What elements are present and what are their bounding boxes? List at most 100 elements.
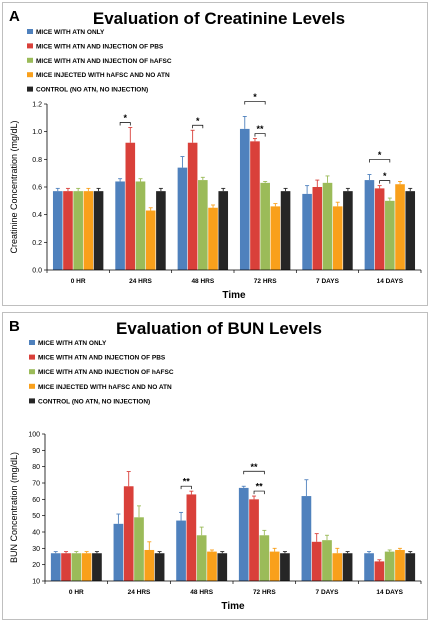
legend-swatch bbox=[29, 383, 35, 389]
y-tick-label: 0.8 bbox=[32, 157, 42, 164]
bar bbox=[311, 541, 322, 581]
bar bbox=[208, 207, 218, 270]
legend-entry: MICE WITH ATN AND INJECTION OF PBS bbox=[36, 43, 164, 50]
y-tick-label: 0.4 bbox=[32, 212, 42, 219]
y-tick-label: 0.2 bbox=[32, 240, 42, 247]
x-axis: 0 HR 24 HRS 48 HRS 72 HRS 7 DAYS 14 DAYS bbox=[46, 269, 422, 285]
bar bbox=[384, 551, 395, 581]
bar bbox=[83, 191, 94, 270]
x-tick-label: 72 HRS bbox=[253, 589, 276, 596]
bar bbox=[374, 188, 385, 270]
panel-label: A bbox=[9, 8, 20, 25]
significance-bracket bbox=[119, 122, 131, 126]
legend-swatch bbox=[27, 72, 33, 78]
x-axis-title: Time bbox=[221, 601, 245, 612]
bar bbox=[61, 553, 71, 581]
x-tick-label: 48 HRS bbox=[191, 278, 214, 285]
bar bbox=[332, 206, 343, 270]
bar bbox=[134, 517, 144, 581]
y-axis-title: Creatinine Concentration (mg/dL) bbox=[9, 120, 19, 253]
bar bbox=[374, 561, 385, 581]
bar bbox=[238, 487, 249, 581]
bar bbox=[73, 191, 83, 270]
y-tick-label: 40 bbox=[32, 530, 40, 537]
bar bbox=[186, 494, 197, 581]
y-axis: 10 20 30 40 50 60 70 80 90 100 bbox=[28, 432, 46, 586]
bar bbox=[395, 549, 405, 581]
y-tick-label: 20 bbox=[32, 562, 40, 569]
significance-bracket bbox=[379, 180, 391, 184]
bar bbox=[187, 142, 198, 270]
significance-marker: * bbox=[253, 92, 257, 102]
y-tick-label: 30 bbox=[32, 546, 40, 553]
bar bbox=[50, 553, 61, 581]
bar bbox=[115, 181, 125, 270]
bar bbox=[364, 553, 374, 581]
bars bbox=[50, 471, 416, 581]
x-tick-label: 72 HRS bbox=[254, 278, 277, 285]
significance-bracket bbox=[180, 485, 192, 490]
legend: MICE WITH ATN ONLY MICE WITH ATN AND INJE… bbox=[29, 340, 174, 405]
legend-swatch bbox=[27, 57, 33, 63]
y-tick-label: 100 bbox=[28, 432, 40, 439]
bar bbox=[125, 142, 136, 270]
significance-marker: * bbox=[383, 171, 387, 181]
x-tick-label: 7 DAYS bbox=[316, 278, 340, 285]
bar bbox=[405, 553, 416, 581]
significance-bracket bbox=[253, 490, 265, 495]
y-tick-label: 60 bbox=[32, 497, 40, 504]
bar bbox=[135, 181, 146, 270]
x-axis-title: Time bbox=[222, 290, 246, 301]
x-tick-label: 24 HRS bbox=[128, 589, 151, 596]
significance-marker: ** bbox=[257, 124, 265, 134]
bar bbox=[93, 191, 104, 270]
legend-entry: MICE INJECTED WITH hAFSC AND NO ATN bbox=[36, 72, 170, 79]
y-axis-title: BUN Concentration (mg/dL) bbox=[9, 452, 19, 563]
bar bbox=[312, 187, 323, 270]
bar bbox=[342, 553, 353, 581]
bar bbox=[145, 210, 156, 270]
bar bbox=[71, 553, 82, 581]
significance-marker: * bbox=[196, 116, 200, 126]
significance-marker: * bbox=[123, 113, 127, 123]
y-tick-label: 0.0 bbox=[32, 268, 42, 275]
bar bbox=[280, 191, 291, 270]
significance-marker: ** bbox=[251, 462, 259, 472]
legend-entry: CONTROL (NO ATN, NO INJECTION) bbox=[36, 87, 148, 94]
y-tick-label: 0.6 bbox=[32, 185, 42, 192]
bar bbox=[259, 535, 270, 581]
bar bbox=[332, 553, 343, 581]
bar bbox=[280, 553, 290, 581]
bar bbox=[270, 206, 281, 270]
bar bbox=[301, 496, 312, 581]
panel-b: B Evaluation of BUN Levels MICE WITH ATN O… bbox=[2, 312, 428, 620]
bar bbox=[385, 200, 395, 270]
significance-marker: ** bbox=[256, 482, 264, 492]
bar bbox=[113, 523, 124, 581]
legend-swatch bbox=[27, 43, 33, 49]
significance-marker: ** bbox=[183, 477, 191, 487]
significance-bracket bbox=[244, 101, 266, 105]
panel-a: A Evaluation of Creatinine Levels MICE WIT… bbox=[2, 2, 428, 306]
x-tick-label: 0 HR bbox=[71, 278, 86, 285]
chart-title: Evaluation of BUN Levels bbox=[116, 319, 322, 338]
bun-chart: B Evaluation of BUN Levels MICE WITH ATN O… bbox=[9, 318, 422, 612]
legend-entry: MICE INJECTED WITH hAFSC AND NO ATN bbox=[38, 384, 172, 391]
legend-entry: CONTROL (NO ATN, NO INJECTION) bbox=[38, 398, 150, 405]
bar bbox=[217, 553, 228, 581]
bars bbox=[52, 115, 416, 270]
legend-swatch bbox=[29, 398, 35, 404]
legend: MICE WITH ATN ONLY MICE WITH ATN AND INJE… bbox=[27, 29, 172, 94]
x-tick-label: 24 HRS bbox=[129, 278, 152, 285]
x-tick-label: 14 DAYS bbox=[377, 278, 404, 285]
bar bbox=[343, 191, 353, 270]
bar bbox=[176, 520, 186, 581]
bar bbox=[144, 549, 155, 581]
bar bbox=[218, 191, 229, 270]
bar bbox=[260, 182, 270, 270]
bar bbox=[92, 553, 102, 581]
y-tick-label: 70 bbox=[32, 481, 40, 488]
bar bbox=[269, 551, 280, 581]
significance-bracket bbox=[254, 133, 266, 137]
